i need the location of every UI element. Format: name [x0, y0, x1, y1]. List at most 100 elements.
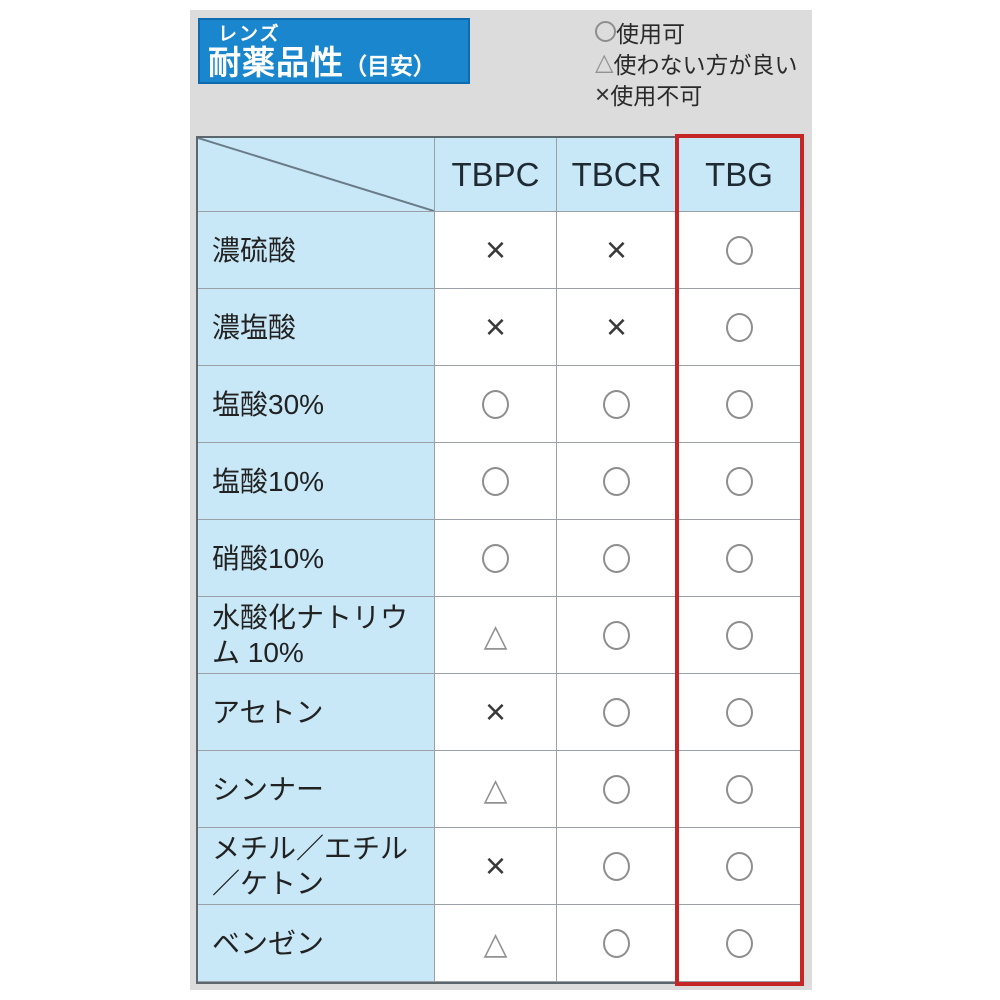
table-value-cell	[677, 597, 802, 674]
legend-item: 使用可	[595, 16, 797, 47]
table-value-cell	[677, 443, 802, 520]
resistance-table: TBPC TBCR TBG 濃硫酸 × × 濃塩酸 × × 塩酸30% 塩酸10% 硝酸10% 水酸化ナ…	[196, 136, 804, 984]
table-value-cell: △	[435, 597, 557, 674]
table-value-cell	[677, 751, 802, 828]
circle-usable-icon	[603, 620, 630, 650]
row-label-text: シンナー	[212, 773, 325, 805]
table-value-cell: ×	[435, 828, 557, 905]
table-value-cell	[677, 905, 802, 982]
legend-item-label: 使用不可	[610, 82, 703, 109]
cross-unusable-icon: ×	[595, 78, 611, 109]
circle-usable-icon	[725, 389, 753, 419]
row-label-text: 濃硫酸	[212, 234, 297, 266]
circle-usable-icon	[725, 851, 753, 881]
table-value-cell	[435, 366, 557, 443]
table-value-cell: △	[435, 751, 557, 828]
circle-usable-icon	[603, 851, 630, 881]
column-header-tbpc: TBPC	[435, 138, 557, 212]
cross-unusable-icon: ×	[605, 306, 628, 347]
table-value-cell	[557, 520, 677, 597]
circle-usable-icon	[482, 389, 509, 419]
table-wrap: TBPC TBCR TBG 濃硫酸 × × 濃塩酸 × × 塩酸30% 塩酸10% 硝酸10% 水酸化ナ…	[196, 134, 804, 986]
table-value-cell	[557, 366, 677, 443]
row-label-text: メチル／エチル／ケトン	[212, 833, 409, 899]
table-value-cell	[677, 366, 802, 443]
table-value-cell: ×	[557, 289, 677, 366]
table-value-cell: ×	[435, 212, 557, 289]
circle-usable-icon	[725, 312, 753, 342]
circle-usable-icon	[603, 543, 630, 573]
row-label: 濃塩酸	[198, 289, 435, 366]
triangle-caution-icon: △	[595, 48, 614, 76]
circle-usable-icon	[603, 466, 630, 496]
table-corner-cell	[198, 138, 435, 212]
table-value-cell	[557, 597, 677, 674]
column-header-tbcr: TBCR	[557, 138, 677, 212]
circle-usable-icon	[725, 697, 753, 727]
circle-usable-icon	[482, 543, 509, 573]
row-label-text: 塩酸10%	[212, 465, 325, 497]
circle-usable-icon	[603, 697, 630, 727]
title-box: レンズ 耐薬品性（目安）	[198, 18, 470, 84]
circle-usable-icon	[725, 466, 753, 496]
row-label-text: 濃塩酸	[212, 311, 297, 343]
cross-unusable-icon: ×	[484, 845, 507, 886]
circle-usable-icon	[603, 389, 630, 419]
title-main-line: 耐薬品性（目安）	[208, 43, 468, 81]
page-title: 耐薬品性	[208, 43, 344, 81]
row-label-text: 水酸化ナトリウム 10%	[212, 602, 409, 668]
cross-unusable-icon: ×	[484, 691, 507, 732]
triangle-caution-icon: △	[483, 771, 508, 807]
table-value-cell	[677, 289, 802, 366]
row-label: 塩酸30%	[198, 366, 435, 443]
row-label-text: 硝酸10%	[212, 542, 325, 574]
row-label: シンナー	[198, 751, 435, 828]
table-value-cell	[677, 828, 802, 905]
table-value-cell	[557, 828, 677, 905]
row-label-text: ベンゼン	[212, 927, 325, 959]
row-label: 水酸化ナトリウム 10%	[198, 597, 435, 674]
circle-usable-icon	[725, 774, 753, 804]
row-label: メチル／エチル／ケトン	[198, 828, 435, 905]
table-value-cell	[677, 520, 802, 597]
cross-unusable-icon: ×	[484, 229, 507, 270]
table-value-cell	[677, 212, 802, 289]
legend-item: × 使用不可	[595, 78, 797, 109]
circle-usable-icon	[725, 543, 753, 573]
legend-item-label: 使用可	[616, 20, 685, 47]
column-header-label: TBCR	[571, 155, 662, 193]
cross-unusable-icon: ×	[484, 306, 507, 347]
content-panel: レンズ 耐薬品性（目安） 使用可 △ 使わない方が良い × 使用不可 TBPC TBCR T…	[190, 10, 812, 990]
table-value-cell: ×	[435, 674, 557, 751]
row-label: 濃硫酸	[198, 212, 435, 289]
table-value-cell: △	[435, 905, 557, 982]
row-label-text: アセトン	[212, 696, 324, 728]
page-title-suffix: （目安）	[344, 52, 436, 79]
table-value-cell	[435, 520, 557, 597]
column-header-label: TBG	[705, 155, 773, 193]
circle-usable-icon	[725, 928, 753, 958]
table-value-cell	[557, 751, 677, 828]
column-header-label: TBPC	[451, 155, 540, 193]
title-small: レンズ	[218, 24, 281, 45]
table-value-cell	[435, 443, 557, 520]
row-label: アセトン	[198, 674, 435, 751]
table-value-cell	[557, 905, 677, 982]
triangle-caution-icon: △	[483, 925, 508, 961]
table-value-cell: ×	[435, 289, 557, 366]
triangle-caution-icon: △	[483, 617, 508, 653]
column-header-tbg: TBG	[677, 138, 802, 212]
cross-unusable-icon: ×	[605, 229, 628, 270]
row-label: ベンゼン	[198, 905, 435, 982]
row-label: 硝酸10%	[198, 520, 435, 597]
legend: 使用可 △ 使わない方が良い × 使用不可	[595, 16, 797, 109]
circle-usable-icon	[603, 774, 630, 804]
legend-item-label: 使わない方が良い	[613, 51, 798, 78]
table-value-cell	[557, 443, 677, 520]
circle-usable-icon	[725, 235, 753, 265]
row-label: 塩酸10%	[198, 443, 435, 520]
circle-usable-icon	[595, 21, 616, 42]
table-value-cell: ×	[557, 212, 677, 289]
row-label-text: 塩酸30%	[212, 388, 325, 420]
